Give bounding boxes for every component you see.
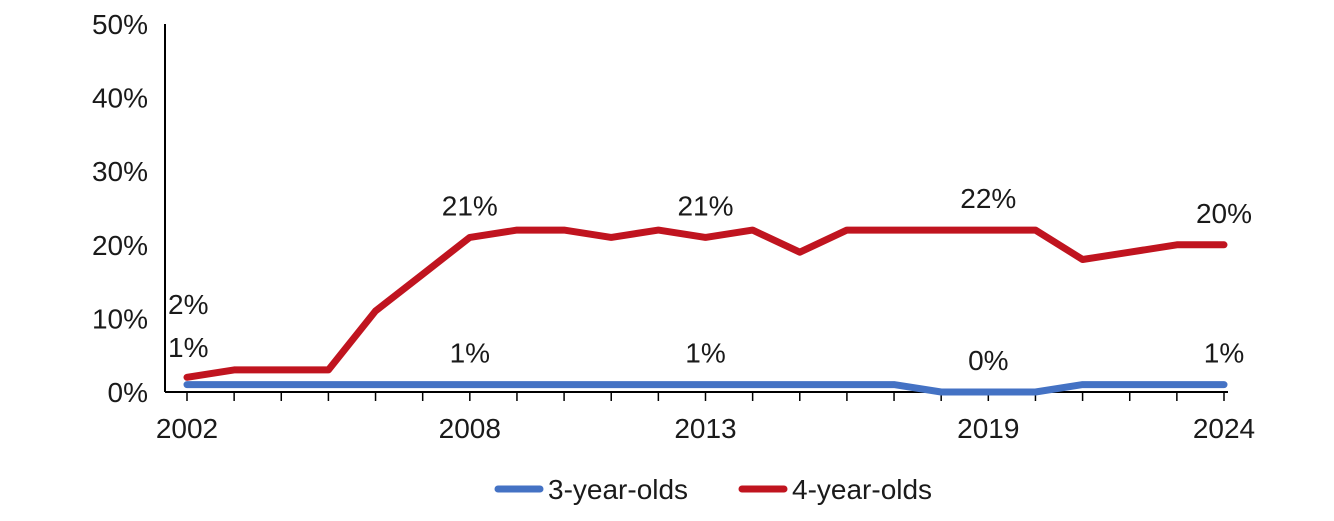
data-labels: 1% 1% 1% 0% 1% 2% 21% 21% 22% 20% xyxy=(168,183,1252,376)
data-label: 1% xyxy=(1204,338,1244,369)
data-label: 20% xyxy=(1196,198,1252,229)
x-tick-label: 2008 xyxy=(439,413,501,444)
x-tick-label: 2019 xyxy=(957,413,1019,444)
x-tick-label: 2002 xyxy=(156,413,218,444)
data-label: 1% xyxy=(685,338,725,369)
series-lines xyxy=(183,226,1228,396)
data-label: 21% xyxy=(442,190,498,221)
legend: 3-year-olds 4-year-olds xyxy=(494,474,932,505)
y-tick-label: 0% xyxy=(108,377,148,408)
data-label: 22% xyxy=(960,183,1016,214)
legend-label: 4-year-olds xyxy=(792,474,932,505)
data-label: 0% xyxy=(968,345,1008,376)
y-tick-label: 20% xyxy=(92,230,148,261)
data-label: 21% xyxy=(677,190,733,221)
y-tick-label: 30% xyxy=(92,156,148,187)
series-line-three-year-olds xyxy=(183,381,1228,396)
legend-label: 3-year-olds xyxy=(548,474,688,505)
data-label: 1% xyxy=(168,332,208,363)
y-tick-label: 40% xyxy=(92,83,148,114)
x-tick-label: 2024 xyxy=(1193,413,1255,444)
data-label: 1% xyxy=(450,338,490,369)
data-label: 2% xyxy=(168,289,208,320)
x-axis: 2002 2008 2013 2019 2024 xyxy=(156,391,1255,444)
y-tick-label: 50% xyxy=(92,9,148,40)
x-tick-label: 2013 xyxy=(674,413,736,444)
series-line-four-year-olds xyxy=(183,226,1228,381)
y-axis: 0% 10% 20% 30% 40% 50% xyxy=(92,9,166,408)
y-tick-label: 10% xyxy=(92,303,148,334)
